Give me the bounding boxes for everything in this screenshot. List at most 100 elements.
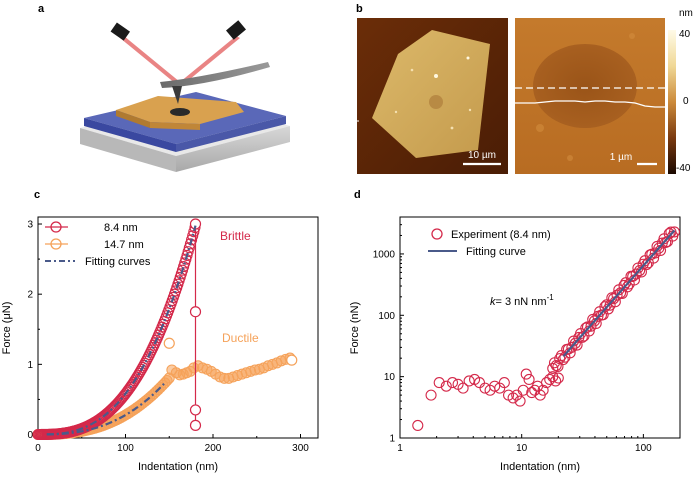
scalebar-right-label: 1 µm (610, 152, 632, 163)
fitting-curve (46, 225, 197, 436)
chart-c-legend: 8.4 nm 14.7 nm Fitting curves (45, 221, 151, 268)
chart-d-legend: Experiment (8.4 nm) Fitting curve (428, 228, 551, 258)
data-point-experiment (540, 377, 553, 389)
fitting-curve-line (562, 229, 676, 358)
chart-c-data (32, 218, 298, 441)
data-point-experiment (440, 380, 452, 392)
data-point-experiment (473, 377, 486, 389)
data-point-experiment (550, 375, 562, 387)
afm-image-left: 10 µm (355, 18, 508, 174)
surface-feature (567, 155, 573, 161)
particle (394, 110, 398, 114)
height-profile (515, 100, 665, 108)
chart-d-xtick-label: 100 (635, 443, 652, 454)
laser-beam-in (120, 36, 180, 84)
chart-d-xtick-label: 10 (516, 443, 528, 454)
legend-label-experiment: Experiment (8.4 nm) (451, 229, 551, 241)
data-point-8-4nm (187, 230, 199, 242)
chart-d-ytick-label: 10 (384, 372, 396, 383)
surface-feature (536, 124, 544, 132)
surface-feature (629, 33, 635, 39)
data-point-experiment (520, 368, 532, 380)
data-point-experiment (552, 372, 564, 384)
annotation-k-rest: = 3 nN nm (496, 296, 547, 308)
annotation-k-sup: -1 (547, 293, 555, 302)
sample-flake-edge (116, 110, 150, 128)
particle (434, 74, 438, 78)
legend-label-thin: 8.4 nm (104, 222, 138, 234)
legend-item-14-7nm: 14.7 nm (45, 238, 144, 251)
colorbar-max: 40 (679, 29, 691, 40)
afm-image-right: 1 µm (515, 18, 665, 174)
data-point-experiment (446, 377, 459, 389)
data-point-experiment (544, 373, 556, 386)
data-point-experiment (668, 226, 680, 238)
photodetector (226, 20, 246, 40)
chart-c-xtick-label: 100 (117, 443, 134, 454)
particle (450, 126, 454, 130)
data-point-experiment (550, 359, 562, 372)
sample-flake-front (150, 122, 200, 130)
annotation-k: k (490, 296, 496, 308)
blue-layer-left (84, 118, 176, 152)
data-point-experiment (457, 382, 469, 394)
chart-c-ytick-label: 0 (27, 430, 33, 441)
chart-c-xtick-label: 200 (205, 443, 222, 454)
panel-c-letter: c (34, 189, 40, 201)
data-point-experiment (523, 373, 535, 386)
chart-c-ytick-label: 2 (27, 290, 33, 301)
data-point-experiment (498, 377, 510, 389)
blue-layer-right (176, 116, 286, 152)
panel-a: a (38, 3, 290, 172)
data-point-experiment (537, 384, 549, 396)
chart-c-xlabel: Indentation (nm) (138, 461, 218, 473)
data-point-experiment (489, 380, 501, 392)
data-point-experiment (433, 377, 445, 389)
data-point-experiment (630, 268, 642, 280)
panel-b: b 10 µm 1 µm (355, 3, 693, 174)
panel-a-letter: a (38, 3, 45, 15)
data-point-experiment (566, 341, 578, 353)
hole (170, 108, 190, 116)
data-point-14-7nm-plateau (286, 354, 298, 366)
membrane-hole (533, 44, 637, 128)
panel-d-letter: d (354, 189, 361, 201)
data-point-experiment (412, 419, 424, 432)
data-point-experiment (526, 387, 538, 399)
data-point-experiment (611, 289, 623, 301)
laser-beam-out (180, 36, 240, 84)
flake-hole (429, 95, 443, 109)
data-point-8-4nm-drop (189, 306, 202, 318)
legend-label-fit: Fitting curves (85, 256, 151, 268)
data-point-8-4nm (186, 234, 198, 246)
legend-label-thick: 14.7 nm (104, 239, 144, 251)
data-point-experiment (552, 360, 564, 373)
chart-d-xlabel: Indentation (nm) (500, 461, 580, 473)
data-point-experiment (557, 353, 569, 366)
schematic-illustration (80, 20, 290, 172)
legend-label-fitting: Fitting curve (466, 246, 526, 258)
legend-item-8-4nm: 8.4 nm (45, 221, 138, 234)
colorbar-min: -40 (676, 163, 691, 174)
colorbar: nm 40 0 -40 (668, 8, 693, 174)
annotation-stiffness: k= 3 nN nm-1 (490, 293, 554, 308)
annotation-ductile: Ductile (222, 331, 259, 345)
colorbar-unit: nm (679, 8, 693, 19)
hexagonal-flake (372, 30, 490, 158)
panel-c: c 0 100 200 300 0 1 2 3 Indentation (nm) Force … (1, 189, 319, 473)
chart-d-data (412, 226, 680, 432)
data-point-experiment (634, 264, 646, 277)
chart-c-frame (37, 216, 319, 439)
chart-c-ytick-label: 1 (27, 360, 33, 371)
data-point-experiment (517, 384, 529, 396)
chart-c-ylabel: Force (μN) (1, 302, 13, 355)
chart-c-ticks: 0 100 200 300 0 1 2 3 (27, 220, 309, 454)
scalebar-left-label: 10 µm (468, 150, 496, 161)
panel-b-letter: b (356, 3, 363, 15)
fitting-curve (46, 383, 165, 436)
chart-c-ytick-label: 3 (27, 220, 33, 231)
legend-marker-experiment (431, 228, 443, 240)
afm-tip (172, 86, 182, 104)
legend-marker-thick (50, 238, 62, 250)
